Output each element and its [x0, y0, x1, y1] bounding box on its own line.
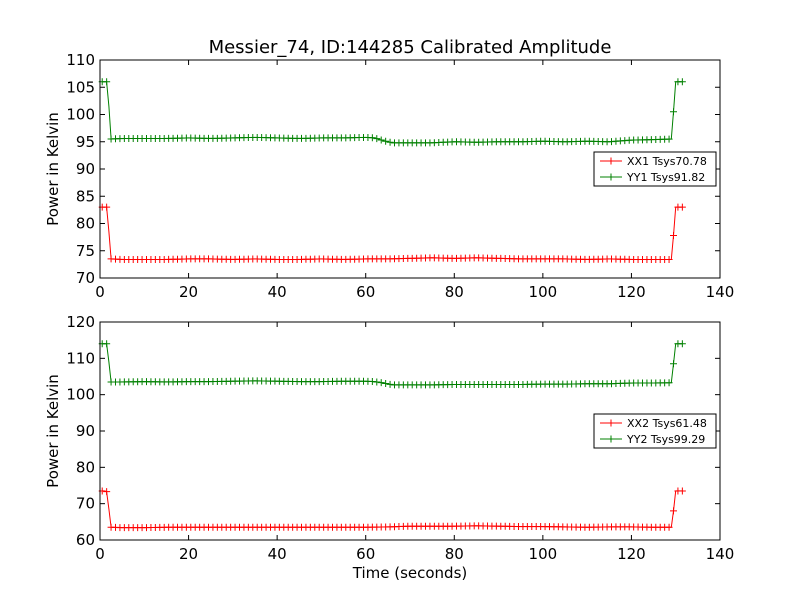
y-tick-label: 110 — [66, 51, 95, 69]
x-tick-label: 140 — [706, 545, 735, 563]
data-point-marker — [382, 137, 390, 145]
y-axis-label: Power in Kelvin — [44, 112, 62, 226]
y-axis-label: Power in Kelvin — [44, 374, 62, 488]
y-tick-label: 80 — [76, 215, 95, 233]
data-point-marker — [670, 360, 677, 368]
y-tick-label: 120 — [66, 313, 95, 331]
data-point-marker — [665, 379, 673, 387]
x-tick-label: 140 — [706, 283, 735, 301]
x-tick-label: 20 — [179, 545, 198, 563]
x-tick-label: 40 — [268, 545, 287, 563]
series-1-2 — [98, 78, 686, 147]
x-tick-label: 80 — [445, 283, 464, 301]
y-tick-label: 90 — [76, 422, 95, 440]
series-2-2 — [98, 340, 686, 389]
data-point-marker — [103, 78, 111, 86]
data-point-marker — [103, 488, 111, 496]
data-point-marker — [386, 138, 394, 146]
y-tick-label: 95 — [76, 133, 95, 151]
x-axis-label: Time (seconds) — [352, 564, 468, 582]
x-tick-label: 40 — [268, 283, 287, 301]
y-tick-label: 70 — [76, 495, 95, 513]
y-tick-label: 80 — [76, 458, 95, 476]
y-tick-label: 90 — [76, 160, 95, 178]
y-tick-label: 85 — [76, 187, 95, 205]
x-tick-label: 100 — [529, 283, 558, 301]
legend-label: XX2 Tsys61.48 — [627, 417, 707, 430]
legend-label: XX1 Tsys70.78 — [627, 155, 707, 168]
data-point-marker — [665, 135, 673, 143]
x-tick-label: 0 — [95, 283, 105, 301]
data-point-marker — [368, 134, 376, 142]
y-tick-label: 100 — [66, 386, 95, 404]
legend: XX1 Tsys70.78 YY1 Tsys91.82 — [593, 151, 717, 187]
x-tick-label: 100 — [529, 545, 558, 563]
figure-title: Messier_74, ID:144285 Calibrated Amplitu… — [209, 37, 612, 58]
y-tick-label: 75 — [76, 242, 95, 260]
series-1-1 — [98, 203, 686, 263]
x-tick-label: 60 — [356, 545, 375, 563]
legend-label: YY2 Tsys99.29 — [626, 433, 705, 446]
legend-label: YY1 Tsys91.82 — [626, 171, 705, 184]
x-tick-label: 120 — [617, 283, 646, 301]
y-tick-label: 110 — [66, 349, 95, 367]
data-point-marker — [678, 487, 686, 495]
legend-marker — [607, 419, 615, 427]
x-tick-label: 0 — [95, 545, 105, 563]
data-point-marker — [678, 203, 686, 211]
data-point-marker — [678, 340, 686, 348]
y-tick-label: 70 — [76, 269, 95, 287]
x-tick-label: 120 — [617, 545, 646, 563]
data-point-marker — [373, 135, 381, 143]
legend-marker — [607, 173, 615, 181]
y-tick-label: 105 — [66, 78, 95, 96]
data-point-marker — [382, 379, 390, 387]
data-point-marker — [377, 379, 385, 387]
plot-panel-2: 0 20 40 60 80 100 120 140 60 70 80 90 100 110 120 Power… — [44, 313, 734, 563]
data-point-marker — [670, 231, 677, 239]
legend-marker — [607, 435, 615, 443]
data-point-marker — [665, 255, 673, 263]
data-point-marker — [373, 378, 381, 386]
data-point-marker — [670, 108, 677, 116]
x-tick-label: 60 — [356, 283, 375, 301]
legend: XX2 Tsys61.48 YY2 Tsys99.29 — [593, 413, 717, 449]
y-tick-label: 100 — [66, 106, 95, 124]
data-point-marker — [377, 136, 385, 144]
x-tick-label: 80 — [445, 545, 464, 563]
legend-box — [593, 413, 717, 449]
series-2-1 — [98, 487, 686, 532]
y-tick-label: 60 — [76, 531, 95, 549]
x-tick-label: 20 — [179, 283, 198, 301]
data-point-marker — [665, 523, 673, 531]
legend-marker — [607, 157, 615, 165]
data-point-marker — [103, 203, 111, 211]
plot-panel-1: 0 20 40 60 80 100 120 140 70 75 80 85 90 95 100 105 110 P… — [44, 51, 734, 301]
legend-box — [593, 151, 717, 187]
data-point-marker — [103, 340, 111, 348]
data-point-marker — [670, 507, 677, 515]
data-point-marker — [678, 78, 686, 86]
